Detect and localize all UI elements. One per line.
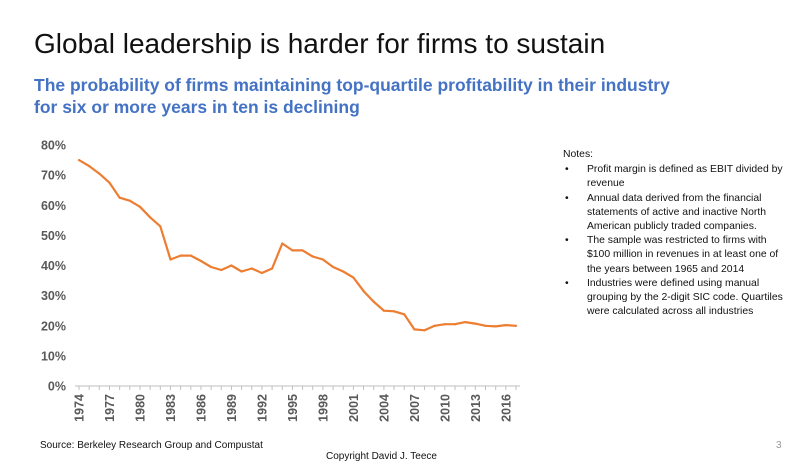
data-point — [128, 199, 131, 202]
data-point — [453, 323, 457, 326]
line-chart: 0% 10% 20% 30% 40% 50% 60% 70% 80% 1974 1977 1980 19… — [41, 139, 520, 422]
x-tick-label: 2016 — [499, 394, 513, 422]
data-point — [464, 321, 467, 324]
y-tick-label: 20% — [41, 319, 66, 333]
x-tick-label: 1989 — [225, 394, 239, 422]
data-point — [443, 323, 446, 326]
y-tick-label: 70% — [41, 169, 66, 183]
page-number: 3 — [776, 440, 782, 451]
data-point — [270, 267, 274, 270]
x-tick-label: 1974 — [73, 394, 87, 422]
data-point — [514, 324, 518, 327]
data-point — [260, 271, 264, 275]
data-point — [77, 158, 81, 162]
data-point — [484, 324, 487, 327]
data-point — [423, 329, 426, 332]
data-point — [138, 205, 142, 208]
data-point — [169, 258, 172, 261]
copyright-note: Copyright David J. Teece — [326, 451, 437, 462]
x-tick-label: 2010 — [438, 394, 452, 422]
data-point — [230, 264, 233, 267]
data-point — [108, 181, 111, 184]
data-point — [281, 242, 284, 245]
y-tick-label: 60% — [41, 199, 66, 213]
notes-list: Profit margin is defined as EBIT divided… — [563, 163, 788, 319]
x-tick-label: 1983 — [164, 394, 178, 422]
data-point — [159, 225, 162, 228]
data-point — [199, 259, 203, 263]
data-point — [88, 164, 91, 168]
data-point — [372, 300, 375, 303]
y-tick-label: 0% — [48, 380, 66, 394]
source-note: Source: Berkeley Research Group and Comp… — [40, 440, 263, 451]
data-point — [474, 322, 477, 325]
x-tick-label: 2013 — [469, 394, 483, 422]
y-tick-label: 50% — [41, 229, 66, 243]
data-point — [392, 310, 396, 313]
data-line — [78, 159, 517, 332]
x-tick-label: 1992 — [255, 394, 269, 422]
data-point — [382, 309, 385, 312]
data-point — [220, 268, 223, 272]
notes-heading: Notes: — [563, 149, 594, 160]
data-point — [301, 249, 304, 252]
data-point — [352, 276, 355, 279]
data-point — [494, 325, 497, 328]
data-point — [98, 172, 101, 175]
data-point — [189, 254, 192, 257]
chart-title: The probability of firms maintaining top… — [34, 75, 670, 117]
data-point — [342, 270, 345, 273]
x-tick-label: 2007 — [408, 394, 422, 422]
notes-item: Profit margin is defined as EBIT divided… — [563, 163, 788, 191]
y-tick-label: 10% — [41, 349, 66, 363]
data-point — [403, 313, 406, 316]
x-tick-label: 1986 — [194, 394, 208, 422]
y-tick-label: 30% — [41, 289, 66, 303]
data-point — [413, 328, 416, 331]
notes-item: Industries were defined using manual gro… — [563, 277, 788, 320]
notes-item: Annual data derived from the financial s… — [563, 192, 788, 235]
x-tick-label: 1980 — [133, 394, 147, 422]
data-point — [504, 324, 507, 327]
data-point — [149, 216, 152, 219]
data-point — [118, 196, 121, 199]
x-tick-label: 2001 — [347, 394, 361, 422]
data-point — [250, 267, 253, 270]
notes-panel: Notes: Profit margin is defined as EBIT … — [563, 148, 788, 319]
y-tick-label: 80% — [41, 139, 66, 153]
data-point — [291, 249, 294, 252]
data-point — [362, 290, 365, 293]
y-tick-label: 40% — [41, 259, 66, 273]
notes-item: The sample was restricted to firms with … — [563, 234, 788, 277]
data-point — [311, 255, 314, 258]
x-tick-label: 2004 — [377, 394, 391, 422]
data-point — [179, 254, 182, 257]
data-point — [240, 270, 243, 273]
data-point — [321, 258, 325, 261]
data-point — [331, 265, 335, 269]
x-tick-label: 1977 — [103, 394, 117, 422]
x-tick-label: 1998 — [316, 394, 330, 422]
data-point — [433, 324, 436, 327]
x-tick-label: 1995 — [286, 394, 300, 422]
data-point — [210, 265, 213, 269]
slide-title: Global leadership is harder for firms to… — [34, 28, 606, 59]
